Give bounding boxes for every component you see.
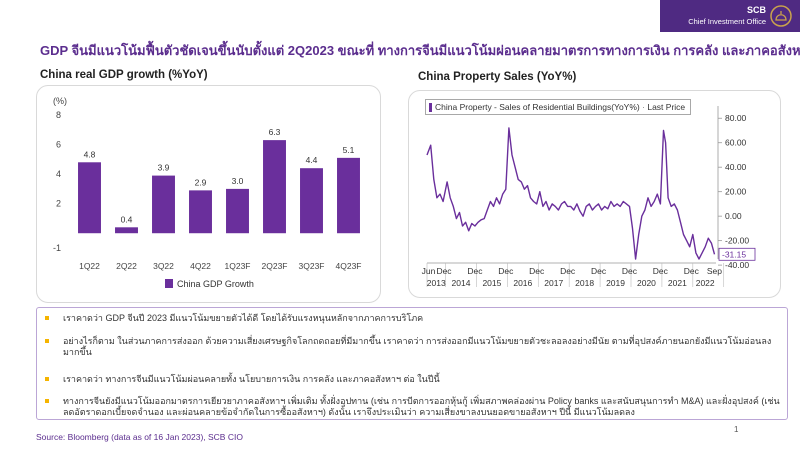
bar-value-label: 5.1 bbox=[343, 145, 355, 155]
x-month-label: Dec bbox=[498, 266, 514, 276]
bullet-text: เราคาดว่า GDP จีนปี 2023 มีแนวโน้มขยายตั… bbox=[63, 313, 424, 323]
x-year-label: 2015 bbox=[482, 278, 501, 288]
x-category-label: 2Q22 bbox=[116, 261, 137, 271]
scb-logo-icon bbox=[770, 5, 792, 27]
x-year-label: 2019 bbox=[606, 278, 625, 288]
commentary-box: เราคาดว่า GDP จีนปี 2023 มีแนวโน้มขยายตั… bbox=[36, 307, 788, 420]
legend-separator: · bbox=[642, 102, 645, 112]
x-month-label: Dec bbox=[560, 266, 576, 276]
brand-subtitle: Chief Investment Office bbox=[688, 17, 766, 26]
x-category-label: 4Q22 bbox=[190, 261, 211, 271]
bullet-item: ทางการจีนยังมีแนวโน้มออกมาตรการเยียวยาภา… bbox=[45, 396, 785, 418]
bullet-text: อย่างไรก็ตาม ในส่วนภาคการส่งออก ด้วยความ… bbox=[63, 336, 772, 357]
y-tick-label: 20.00 bbox=[725, 187, 747, 197]
y-tick-label: 40.00 bbox=[725, 162, 747, 172]
y-tick-label: -1 bbox=[53, 243, 61, 253]
x-month-label: Dec bbox=[622, 266, 638, 276]
gdp-chart-panel: (%) -1 2 4 6 8 4.8 1Q22 0.4 2Q22 3.9 3Q22 2.9 4Q22 3.0… bbox=[36, 85, 381, 303]
gdp-bar bbox=[263, 140, 286, 234]
x-year-label: 2022 bbox=[696, 278, 715, 288]
legend-last-price: Last Price bbox=[647, 102, 686, 112]
brand-header: SCB Chief Investment Office bbox=[660, 0, 800, 32]
y-axis-unit-label: (%) bbox=[53, 96, 67, 106]
bar-value-label: 3.9 bbox=[158, 163, 170, 173]
bar-value-label: 4.4 bbox=[306, 155, 318, 165]
gdp-bar bbox=[189, 190, 212, 234]
y-tick-label: 0.00 bbox=[725, 211, 742, 221]
x-month-label: Jun bbox=[422, 266, 436, 276]
gdp-bar bbox=[115, 227, 138, 234]
y-tick-label: -20.00 bbox=[725, 236, 749, 246]
property-chart-panel: 80.00 60.00 40.00 20.00 0.00 -20.00 -40.00 -31.… bbox=[408, 90, 781, 298]
bullet-item: อย่างไรก็ตาม ในส่วนภาคการส่งออก ด้วยความ… bbox=[45, 336, 785, 358]
page-headline: GDP จีนมีแนวโน้มฟื้นตัวชัดเจนขึ้นนับตั้ง… bbox=[40, 43, 800, 58]
gdp-bar-chart: (%) -1 2 4 6 8 4.8 1Q22 0.4 2Q22 3.9 3Q22 2.9 4Q22 3.0… bbox=[53, 96, 362, 289]
bullet-marker-icon bbox=[45, 399, 49, 403]
bullet-marker-icon bbox=[45, 339, 49, 343]
x-category-label: 3Q22 bbox=[153, 261, 174, 271]
bullet-marker-icon bbox=[45, 316, 49, 320]
last-value-tag bbox=[718, 247, 756, 261]
bullet-text: ทางการจีนยังมีแนวโน้มออกมาตรการเยียวยาภา… bbox=[63, 396, 780, 417]
x-category-label: 1Q22 bbox=[79, 261, 100, 271]
x-year-label: 2021 bbox=[668, 278, 687, 288]
x-category-label: 1Q23F bbox=[225, 261, 251, 271]
property-chart-legend: China Property - Sales of Residential Bu… bbox=[425, 99, 691, 115]
property-line-chart: 80.00 60.00 40.00 20.00 0.00 -20.00 -40.00-31.… bbox=[422, 106, 756, 288]
brand-text: SCB Chief Investment Office bbox=[688, 5, 766, 27]
bar-value-label: 3.0 bbox=[232, 176, 244, 186]
last-value-label: -31.15 bbox=[722, 249, 746, 259]
source-note: Source: Bloomberg (data as of 16 Jan 202… bbox=[36, 432, 243, 442]
brand-name: SCB bbox=[746, 5, 766, 15]
y-tick-label: 4 bbox=[56, 169, 61, 179]
x-month-label: Dec bbox=[653, 266, 669, 276]
x-year-label: 2016 bbox=[513, 278, 532, 288]
y-tick-label: -40.00 bbox=[725, 260, 749, 270]
bullet-marker-icon bbox=[45, 377, 49, 381]
property-chart-title: China Property Sales (YoY%) bbox=[418, 71, 577, 83]
y-tick-label: 80.00 bbox=[725, 113, 747, 123]
x-month-label: Dec bbox=[591, 266, 607, 276]
bar-value-label: 2.9 bbox=[195, 177, 207, 187]
legend-text: China Property - Sales of Residential Bu… bbox=[435, 102, 685, 112]
y-tick-label: 8 bbox=[56, 110, 61, 120]
legend-series-name: China Property - Sales of Residential Bu… bbox=[435, 102, 640, 112]
x-year-label: 2014 bbox=[452, 278, 471, 288]
property-sales-line bbox=[426, 127, 716, 260]
gdp-bar bbox=[78, 162, 101, 234]
page-number: 1 bbox=[734, 425, 739, 434]
legend-color-swatch bbox=[165, 279, 173, 288]
bullet-text: เราคาดว่า ทางการจีนมีแนวโน้มผ่อนคลายทั้ง… bbox=[63, 374, 440, 384]
gdp-bar bbox=[226, 188, 249, 234]
y-tick-label: 60.00 bbox=[725, 138, 747, 148]
gdp-bar bbox=[152, 175, 175, 234]
bar-value-label: 0.4 bbox=[121, 214, 133, 224]
gdp-bar bbox=[300, 168, 323, 234]
bullet-item: เราคาดว่า ทางการจีนมีแนวโน้มผ่อนคลายทั้ง… bbox=[45, 374, 785, 385]
x-year-label: 2018 bbox=[575, 278, 594, 288]
y-tick-label: 2 bbox=[56, 199, 61, 209]
x-year-label: 2020 bbox=[637, 278, 656, 288]
x-month-label: Dec bbox=[467, 266, 483, 276]
x-year-label: 2013 bbox=[427, 278, 446, 288]
x-category-label: 3Q23F bbox=[299, 261, 325, 271]
bar-value-label: 4.8 bbox=[84, 149, 96, 159]
x-category-label: 2Q23F bbox=[262, 261, 288, 271]
bar-value-label: 6.3 bbox=[269, 127, 281, 137]
gdp-chart-title: China real GDP growth (%YoY) bbox=[40, 69, 208, 81]
bullet-item: เราคาดว่า GDP จีนปี 2023 มีแนวโน้มขยายตั… bbox=[45, 313, 785, 324]
gdp-bar bbox=[337, 157, 360, 234]
x-year-label: 2017 bbox=[544, 278, 563, 288]
x-month-label: Dec bbox=[436, 266, 452, 276]
x-month-label: Dec bbox=[684, 266, 700, 276]
legend-swatch bbox=[429, 103, 432, 112]
y-tick-label: 6 bbox=[56, 140, 61, 150]
x-month-label: Dec bbox=[529, 266, 545, 276]
legend-label: China GDP Growth bbox=[177, 279, 254, 289]
x-category-label: 4Q23F bbox=[336, 261, 362, 271]
x-month-label: Sep bbox=[707, 266, 722, 276]
